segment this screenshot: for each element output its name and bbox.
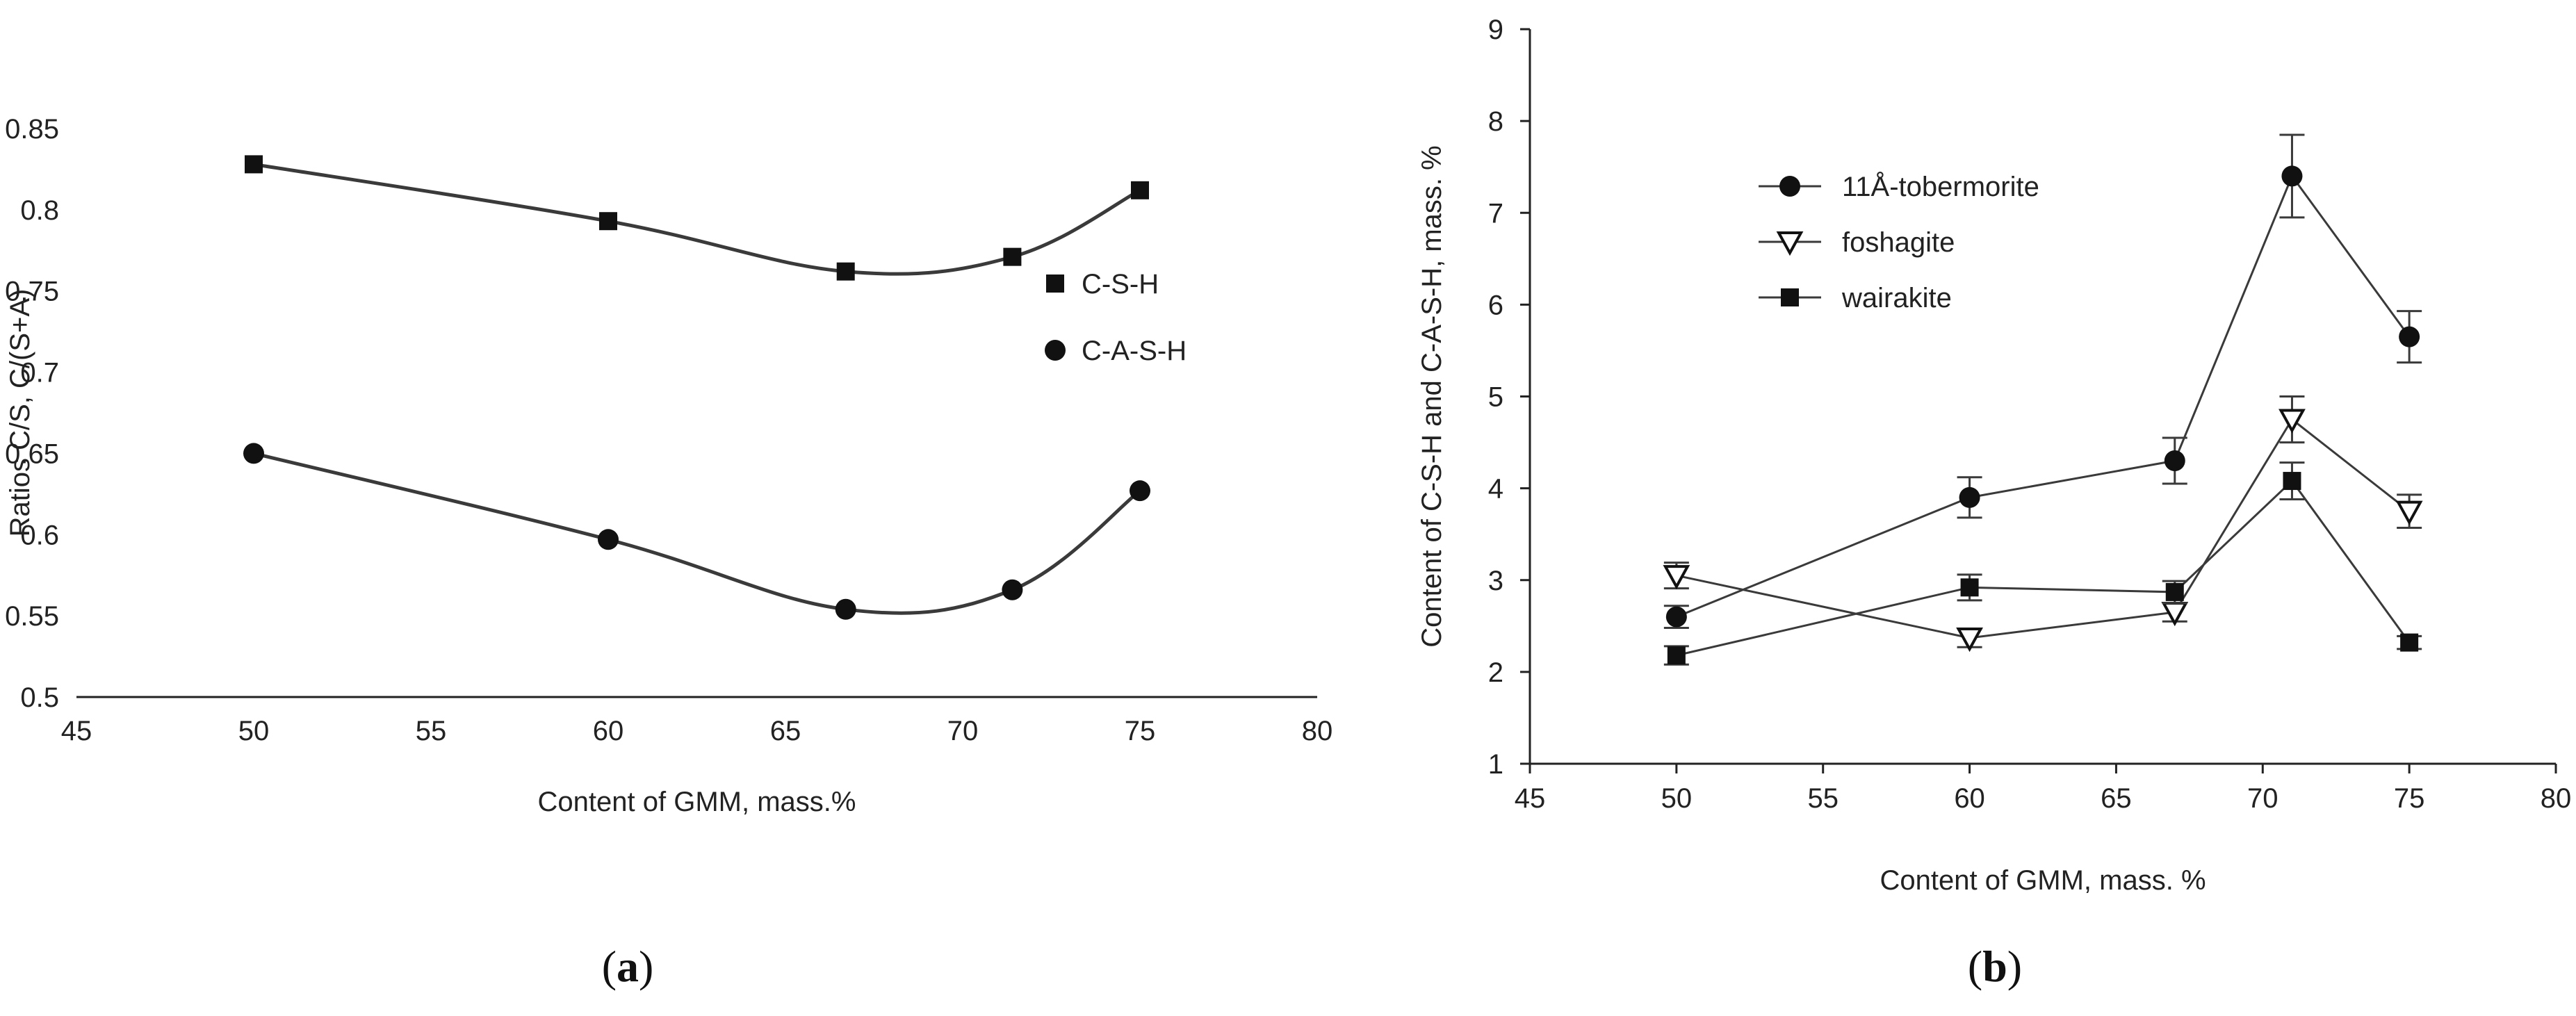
data-point	[2281, 165, 2303, 187]
x-tick-label: 55	[416, 716, 447, 746]
data-point	[835, 598, 856, 620]
data-point	[2164, 450, 2185, 471]
x-tick-label: 55	[1807, 783, 1839, 814]
y-tick-label: 4	[1488, 474, 1503, 505]
data-point	[2399, 326, 2420, 347]
y-tick-label: 8	[1488, 106, 1503, 137]
x-axis-title: Content of GMM, mass.%	[538, 787, 856, 817]
data-point	[1003, 247, 1022, 266]
data-point	[2279, 409, 2306, 434]
data-point	[2400, 633, 2419, 652]
legend-marker	[1046, 275, 1064, 293]
legend-entry: C-S-H	[1046, 269, 1159, 300]
data-point	[1665, 606, 1687, 628]
legend-label: C-A-S-H	[1082, 336, 1187, 366]
series-wairakite	[1663, 461, 2422, 666]
x-tick-label: 80	[2541, 783, 2572, 814]
series-foshagite	[1663, 395, 2423, 653]
data-point	[1956, 627, 1983, 653]
legend-entry: C-A-S-H	[1045, 336, 1187, 366]
panel-label: (b)	[1968, 942, 2022, 991]
data-point	[1131, 181, 1149, 199]
data-point	[2283, 472, 2301, 491]
y-tick-label: 7	[1488, 198, 1503, 229]
y-tick-label: 0.55	[5, 601, 59, 632]
legend-label: foshagite	[1842, 227, 1955, 258]
legend-marker	[1045, 340, 1066, 361]
data-point	[1960, 578, 1979, 597]
data-point	[1663, 565, 1690, 590]
x-tick-label: 45	[61, 716, 92, 746]
x-tick-label: 75	[2394, 783, 2425, 814]
data-point	[598, 529, 619, 550]
x-tick-label: 65	[770, 716, 801, 746]
legend-marker	[1776, 231, 1804, 256]
legend-label: wairakite	[1841, 283, 1952, 313]
series-11-tobermorite	[1663, 133, 2422, 629]
data-point	[1667, 646, 1686, 665]
series-line	[253, 451, 1141, 615]
x-tick-label: 60	[1954, 783, 1985, 814]
data-point	[1959, 486, 1980, 508]
legend-entry: wairakite	[1759, 283, 1952, 313]
y-tick-label: 0.85	[5, 114, 59, 145]
x-tick-label: 65	[2101, 783, 2132, 814]
y-tick-label: 0.8	[20, 195, 59, 226]
x-tick-label: 60	[593, 716, 624, 746]
panel-letter: b	[1982, 942, 2007, 991]
legend-label: 11Å-tobermorite	[1842, 171, 2039, 202]
y-tick-label: 6	[1488, 290, 1503, 320]
data-point	[836, 262, 855, 281]
x-axis-title: Content of GMM, mass. %	[1880, 865, 2206, 896]
chart-a: 45 50 55 60 65 70 75 80 0.5 0.55 0.6 0.65 0.7 0.75 0.8…	[5, 114, 1332, 991]
y-axis-title: Ratios C/S, C/(S+A)	[5, 289, 35, 537]
x-tick-label: 70	[2247, 783, 2279, 814]
legend-entry: 11Å-tobermorite	[1759, 171, 2039, 202]
y-tick-label: 2	[1488, 657, 1503, 688]
x-tick-label: 80	[1302, 716, 1333, 746]
legend-marker	[1779, 176, 1800, 197]
y-tick-label: 5	[1488, 382, 1503, 413]
y-tick-label: 1	[1488, 749, 1503, 780]
y-tick-label: 0.65	[5, 439, 59, 469]
panel-label: (a)	[602, 942, 654, 991]
y-tick-label: 3	[1488, 566, 1503, 596]
y-tick-label: 9	[1488, 15, 1503, 45]
legend-entry: foshagite	[1759, 227, 1955, 258]
x-tick-label: 70	[947, 716, 979, 746]
data-point	[599, 212, 617, 231]
x-tick-label: 45	[1515, 783, 1546, 814]
x-tick-label: 75	[1125, 716, 1156, 746]
y-tick-label: 0.5	[20, 682, 59, 713]
data-point	[2165, 582, 2184, 601]
series-c-a-s-h	[243, 443, 1150, 620]
data-point	[1130, 480, 1150, 502]
series-line	[253, 162, 1141, 276]
x-tick-label: 50	[238, 716, 270, 746]
y-tick-label: 0.6	[20, 520, 59, 550]
series-line	[1676, 418, 2411, 639]
data-point	[1002, 579, 1023, 600]
data-point	[243, 443, 264, 464]
series-c-s-h	[245, 155, 1149, 281]
y-tick-label: 0.75	[5, 277, 59, 307]
data-point	[2395, 500, 2423, 525]
legend-label: C-S-H	[1082, 269, 1159, 300]
data-point	[245, 155, 263, 174]
x-tick-label: 50	[1661, 783, 1693, 814]
y-axis-title: Content of C-S-H and C-A-S-H, mass. %	[1417, 145, 1447, 647]
legend-marker	[1781, 288, 1799, 306]
y-tick-label: 0.7	[20, 358, 59, 388]
panel-letter: a	[617, 942, 639, 991]
